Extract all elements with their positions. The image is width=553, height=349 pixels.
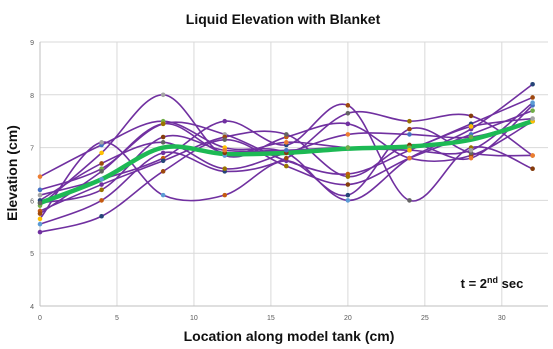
data-point xyxy=(530,153,535,158)
data-point xyxy=(407,155,412,161)
data-point xyxy=(99,161,104,166)
data-point xyxy=(530,108,535,113)
data-point xyxy=(99,176,104,182)
data-point xyxy=(468,124,474,129)
data-point xyxy=(530,95,535,100)
data-point xyxy=(160,121,166,127)
data-point xyxy=(407,132,412,137)
data-point xyxy=(37,216,43,222)
time-annotation-suffix: sec xyxy=(498,276,523,291)
data-point xyxy=(468,147,474,153)
data-markers xyxy=(37,81,535,235)
series-line xyxy=(39,117,533,215)
data-point xyxy=(160,192,166,198)
time-annotation-superscript: nd xyxy=(487,275,498,285)
data-point xyxy=(284,132,289,137)
data-point xyxy=(222,137,228,142)
data-point xyxy=(345,192,351,198)
x-tick-label: 15 xyxy=(267,315,275,322)
data-point xyxy=(284,163,289,169)
series-line xyxy=(39,103,533,202)
data-point xyxy=(530,100,535,106)
y-tick-label: 5 xyxy=(30,251,34,258)
data-point xyxy=(468,155,474,161)
data-point xyxy=(37,211,43,216)
data-point xyxy=(160,92,166,98)
y-tick-label: 6 xyxy=(30,198,34,205)
data-point xyxy=(345,121,351,127)
x-tick-label: 5 xyxy=(115,315,119,322)
series-line xyxy=(39,93,533,207)
data-point xyxy=(37,229,43,235)
data-point xyxy=(160,150,166,156)
data-point xyxy=(99,213,104,219)
data-point xyxy=(345,145,351,150)
data-point xyxy=(37,174,43,179)
data-point xyxy=(99,150,104,156)
data-point xyxy=(160,140,166,145)
data-point xyxy=(284,147,289,153)
data-point xyxy=(37,192,43,198)
data-point xyxy=(160,169,166,174)
data-point xyxy=(407,126,412,132)
data-point xyxy=(530,81,535,87)
data-point xyxy=(37,221,43,227)
time-annotation: t = 2nd sec xyxy=(461,275,524,291)
data-point xyxy=(37,200,43,206)
data-point xyxy=(468,134,474,140)
data-point xyxy=(99,169,104,174)
tick-labels: 4 5 6 7 8 9 0 5 10 15 20 25 30 xyxy=(30,40,506,322)
time-annotation-prefix: t = 2 xyxy=(461,276,487,291)
data-point xyxy=(222,147,228,153)
y-tick-label: 8 xyxy=(30,93,34,100)
chart-title: Liquid Elevation with Blanket xyxy=(186,11,381,27)
data-point xyxy=(99,187,104,193)
x-tick-label: 0 xyxy=(38,315,42,322)
data-point xyxy=(160,134,166,140)
y-tick-label: 9 xyxy=(30,40,34,47)
data-point xyxy=(530,116,535,121)
data-point xyxy=(407,118,412,124)
data-point xyxy=(407,198,412,203)
data-point xyxy=(407,147,412,153)
data-point xyxy=(530,166,535,172)
data-point xyxy=(345,198,351,203)
y-tick-label: 7 xyxy=(30,146,34,153)
x-tick-label: 25 xyxy=(421,315,429,322)
data-point xyxy=(99,182,104,187)
data-point xyxy=(468,113,474,119)
data-point xyxy=(345,132,351,137)
data-point xyxy=(160,158,166,164)
data-point xyxy=(345,103,351,108)
y-tick-label: 4 xyxy=(30,304,34,311)
data-point xyxy=(345,110,351,116)
x-tick-label: 10 xyxy=(190,315,198,322)
data-point xyxy=(222,192,228,198)
data-point xyxy=(99,140,104,145)
x-tick-label: 30 xyxy=(498,315,506,322)
series-line xyxy=(39,104,534,212)
data-point xyxy=(99,198,104,203)
x-tick-label: 20 xyxy=(344,315,352,322)
data-point xyxy=(37,187,43,193)
data-point xyxy=(222,166,228,172)
data-point xyxy=(222,118,228,124)
data-point xyxy=(284,155,289,161)
x-axis-label: Location along model tank (cm) xyxy=(184,328,395,344)
data-point xyxy=(284,140,289,145)
y-axis-label: Elevation (cm) xyxy=(4,125,20,221)
data-point xyxy=(345,182,351,187)
data-point xyxy=(345,174,351,179)
